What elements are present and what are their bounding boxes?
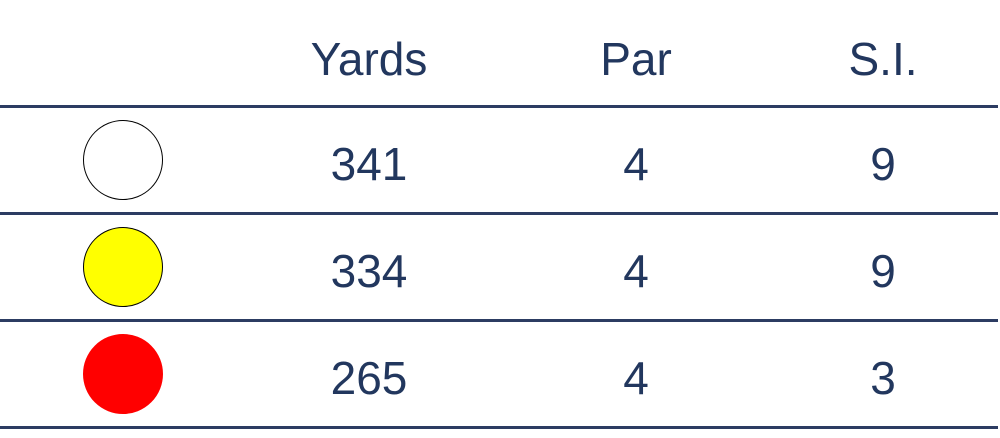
table-row-white-tee: 341 4 9	[0, 108, 1000, 212]
cell-par: 4	[623, 352, 649, 404]
table-header-row: Yards Par S.I.	[0, 0, 1000, 106]
yellow-tee-circle-icon	[83, 227, 163, 307]
header-par: Par	[600, 33, 672, 85]
cell-par: 4	[623, 245, 649, 297]
red-tee-circle-icon	[83, 334, 163, 414]
row-divider	[0, 426, 998, 429]
cell-stroke-index: 3	[870, 352, 896, 404]
white-tee-circle-icon	[83, 120, 163, 200]
row-divider	[0, 105, 998, 108]
table-row-yellow-tee: 334 4 9	[0, 215, 1000, 319]
cell-yards: 265	[330, 352, 408, 404]
cell-par: 4	[623, 138, 649, 190]
cell-stroke-index: 9	[870, 245, 896, 297]
cell-stroke-index: 9	[870, 138, 896, 190]
row-divider	[0, 319, 998, 322]
header-stroke-index: S.I.	[848, 33, 918, 85]
cell-yards: 334	[330, 245, 408, 297]
row-divider	[0, 212, 998, 215]
header-yards: Yards	[310, 33, 428, 85]
table-row-red-tee: 265 4 3	[0, 322, 1000, 426]
cell-yards: 341	[330, 138, 408, 190]
